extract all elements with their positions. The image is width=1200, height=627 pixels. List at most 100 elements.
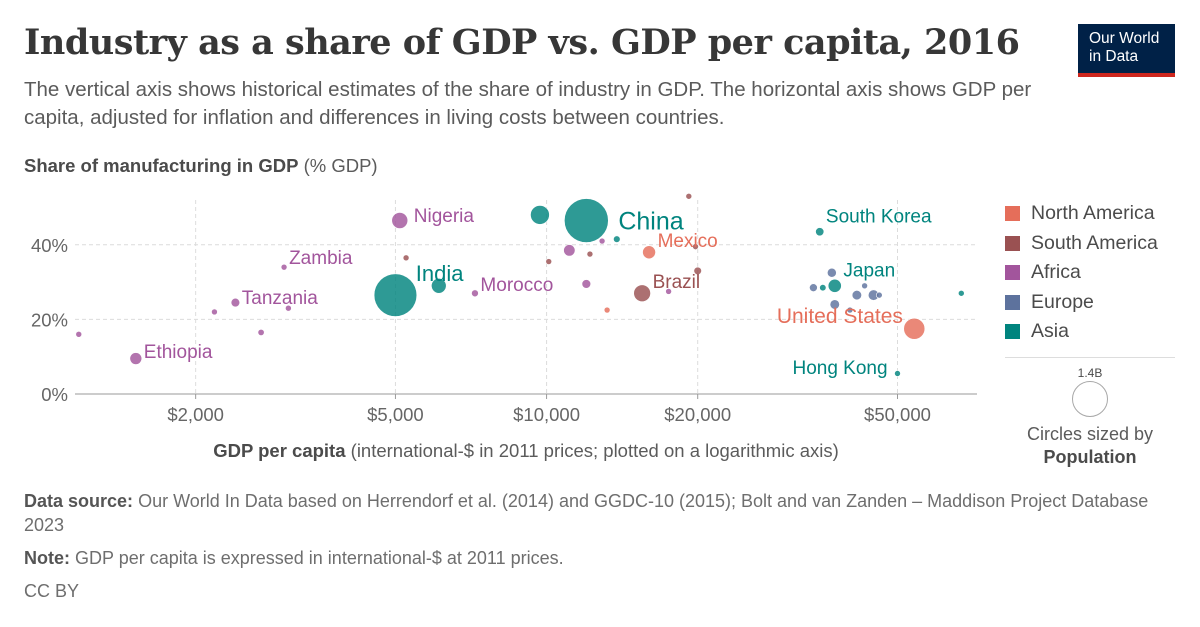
- point-label: India: [416, 261, 464, 286]
- legend-swatch: [1005, 294, 1020, 310]
- data-point: [598, 237, 606, 245]
- legend-item-north-america[interactable]: North America: [1005, 199, 1158, 229]
- y-axis-title-bold: Share of manufacturing in GDP: [24, 155, 299, 176]
- point-label: Japan: [843, 260, 895, 281]
- chart-subtitle: The vertical axis shows historical estim…: [24, 78, 1032, 129]
- data-point: [530, 205, 550, 225]
- legend-label: North America: [1031, 202, 1155, 225]
- owid-logo[interactable]: Our World in Data: [1078, 24, 1175, 77]
- data-point: [230, 297, 241, 308]
- legend-label: South America: [1031, 231, 1158, 254]
- x-tick-label: $10,000: [513, 404, 580, 425]
- color-legend: North America South America Africa Europ…: [1005, 199, 1158, 347]
- data-source-label: Data source:: [24, 491, 134, 511]
- data-point: [402, 254, 410, 262]
- data-point: [693, 266, 702, 276]
- data-point: [285, 304, 292, 312]
- data-point: [545, 258, 553, 265]
- size-legend-value: 1.4B: [1077, 366, 1103, 380]
- data-point: [581, 279, 592, 289]
- data-point: [903, 317, 926, 340]
- legend-item-asia[interactable]: Asia: [1005, 317, 1158, 347]
- data-point: [471, 289, 479, 298]
- x-axis-title-unit: (international-$ in 2011 prices; plotted…: [350, 440, 839, 461]
- data-point: [685, 192, 693, 200]
- legend-swatch: [1005, 265, 1020, 281]
- data-point: [373, 273, 418, 317]
- data-point: [431, 278, 447, 294]
- point-label: Brazil: [653, 272, 701, 293]
- point-label: Nigeria: [414, 206, 475, 227]
- data-point: [665, 288, 672, 295]
- chart-footer: Data source: Our World In Data based on …: [24, 489, 1174, 612]
- point-label: Morocco: [480, 275, 553, 296]
- size-legend: 1.4B Circles sized by Population: [1005, 366, 1175, 469]
- x-tick-label: $50,000: [864, 404, 931, 425]
- data-point: [819, 284, 827, 292]
- x-axis-title: GDP per capita (international-$ in 2011 …: [0, 440, 1052, 462]
- logo-line-1: Our World: [1089, 30, 1160, 47]
- point-label: South Korea: [826, 206, 932, 227]
- data-point: [829, 299, 840, 310]
- data-source-text: Our World In Data based on Herrendorf et…: [24, 491, 1149, 535]
- point-label: China: [618, 207, 683, 235]
- data-point: [564, 198, 609, 243]
- data-point: [586, 250, 594, 258]
- note-label: Note:: [24, 548, 70, 568]
- legend-item-africa[interactable]: Africa: [1005, 258, 1158, 288]
- point-label: United States: [777, 305, 903, 328]
- legend-swatch: [1005, 206, 1020, 222]
- data-point: [613, 235, 621, 243]
- data-point: [642, 245, 656, 260]
- data-point: [692, 243, 699, 250]
- license[interactable]: CC BY: [24, 581, 80, 601]
- point-label: Mexico: [658, 231, 718, 252]
- data-point: [257, 328, 265, 336]
- data-point: [958, 289, 965, 297]
- point-label: Tanzania: [242, 288, 318, 309]
- note-text: GDP per capita is expressed in internati…: [75, 548, 564, 568]
- size-legend-caption: Circles sized by: [1026, 424, 1154, 444]
- y-tick-label: 20%: [31, 309, 68, 330]
- data-point: [129, 352, 143, 365]
- legend-item-south-america[interactable]: South America: [1005, 229, 1158, 259]
- legend-label: Europe: [1031, 290, 1094, 313]
- data-point: [894, 370, 901, 377]
- data-point: [827, 278, 842, 293]
- data-point: [633, 284, 651, 303]
- legend-label: Africa: [1031, 261, 1081, 284]
- y-tick-label: 0%: [41, 384, 68, 405]
- chart-note: Note: GDP per capita is expressed in int…: [24, 546, 1174, 570]
- chart-title: Industry as a share of GDP vs. GDP per c…: [24, 22, 1020, 63]
- legend-divider: [1005, 357, 1175, 358]
- data-point: [815, 227, 825, 237]
- data-point: [280, 263, 288, 271]
- legend-item-europe[interactable]: Europe: [1005, 288, 1158, 318]
- legend-label: Asia: [1031, 320, 1069, 343]
- y-axis-title: Share of manufacturing in GDP (% GDP): [24, 155, 378, 177]
- size-legend-variable: Population: [1043, 447, 1137, 467]
- legend-swatch: [1005, 235, 1020, 251]
- x-tick-label: $5,000: [367, 404, 424, 425]
- data-point: [563, 244, 576, 257]
- data-point: [809, 283, 818, 292]
- y-axis-title-unit: (% GDP): [303, 155, 378, 176]
- x-tick-label: $20,000: [664, 404, 731, 425]
- data-point: [851, 290, 862, 301]
- data-point: [603, 306, 611, 314]
- data-point: [861, 282, 868, 290]
- y-tick-label: 40%: [31, 235, 68, 256]
- logo-line-2: in Data: [1089, 48, 1139, 65]
- size-legend-circle: [1072, 381, 1108, 417]
- point-label: Hong Kong: [792, 358, 887, 379]
- x-tick-label: $2,000: [167, 404, 224, 425]
- data-point: [75, 331, 83, 338]
- x-axis-title-bold: GDP per capita: [213, 440, 346, 461]
- legend-swatch: [1005, 324, 1020, 340]
- data-point: [826, 267, 837, 278]
- data-point: [391, 212, 409, 229]
- scatter-plot: 0% 20% 40% $2,000 $5,000 $10,000 $20,000 $50,00…: [31, 192, 977, 425]
- data-point: [876, 291, 883, 299]
- point-label: Ethiopia: [144, 342, 213, 363]
- data-point: [846, 306, 854, 314]
